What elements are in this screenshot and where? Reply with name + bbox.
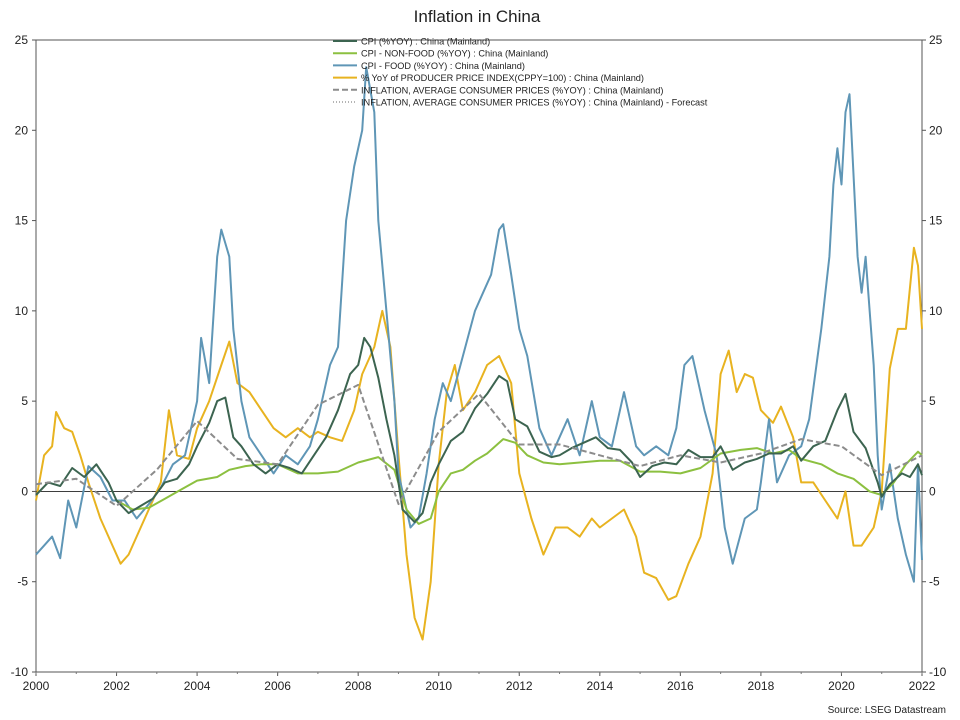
y-tick-label-right: -5 xyxy=(929,575,940,589)
y-tick-label-right: 25 xyxy=(929,33,943,47)
x-tick-label: 2016 xyxy=(667,679,694,693)
y-tick-label-right: 20 xyxy=(929,123,943,137)
x-tick-label: 2002 xyxy=(103,679,130,693)
legend-label-4: INFLATION, AVERAGE CONSUMER PRICES (%YOY… xyxy=(361,85,663,95)
series-line-2 xyxy=(35,66,923,583)
series-line-3 xyxy=(35,246,923,641)
source-note: Source: LSEG Datastream xyxy=(828,705,946,716)
y-tick-label-right: 5 xyxy=(929,394,936,408)
x-tick-label: 2022 xyxy=(909,679,936,693)
plot-frame xyxy=(35,39,923,673)
series-layer xyxy=(35,66,923,641)
legend-label-3: % YoY of PRODUCER PRICE INDEX(CPPY=100) … xyxy=(361,73,644,83)
chart-title: Inflation in China xyxy=(414,7,541,26)
y-tick-label-left: 0 xyxy=(21,484,28,498)
y-tick-label-left: 5 xyxy=(21,394,28,408)
y-tick-label-right: 10 xyxy=(929,304,943,318)
series-line-0 xyxy=(35,336,923,524)
x-tick-label: 2012 xyxy=(506,679,533,693)
x-tick-label: 2006 xyxy=(264,679,291,693)
x-tick-label: 2014 xyxy=(586,679,613,693)
y-tick-label-right: 0 xyxy=(929,484,936,498)
y-tick-label-left: 20 xyxy=(15,123,29,137)
x-tick-label: 2004 xyxy=(184,679,211,693)
y-tick-label-right: -10 xyxy=(929,665,947,679)
y-tick-label-right: 15 xyxy=(929,214,943,228)
y-tick-label-left: -5 xyxy=(17,575,28,589)
x-tick-label: 2000 xyxy=(23,679,50,693)
x-tick-label: 2020 xyxy=(828,679,855,693)
y-tick-label-left: -10 xyxy=(11,665,29,679)
legend-label-2: CPI - FOOD (%YOY) : China (Mainland) xyxy=(361,61,525,71)
y-tick-label-left: 10 xyxy=(15,304,29,318)
legend-label-0: CPI (%YOY) : China (Mainland) xyxy=(361,37,490,47)
x-tick-label: 2008 xyxy=(345,679,372,693)
series-line-4 xyxy=(35,383,923,507)
legend-label-1: CPI - NON-FOOD (%YOY) : China (Mainland) xyxy=(361,49,548,59)
legend-label-5: INFLATION, AVERAGE CONSUMER PRICES (%YOY… xyxy=(361,98,708,108)
y-tick-label-left: 25 xyxy=(15,33,29,47)
x-tick-label: 2018 xyxy=(748,679,775,693)
y-tick-label-left: 15 xyxy=(15,214,29,228)
x-tick-label: 2010 xyxy=(425,679,452,693)
legend: CPI (%YOY) : China (Mainland) CPI - NON-F… xyxy=(333,37,708,108)
